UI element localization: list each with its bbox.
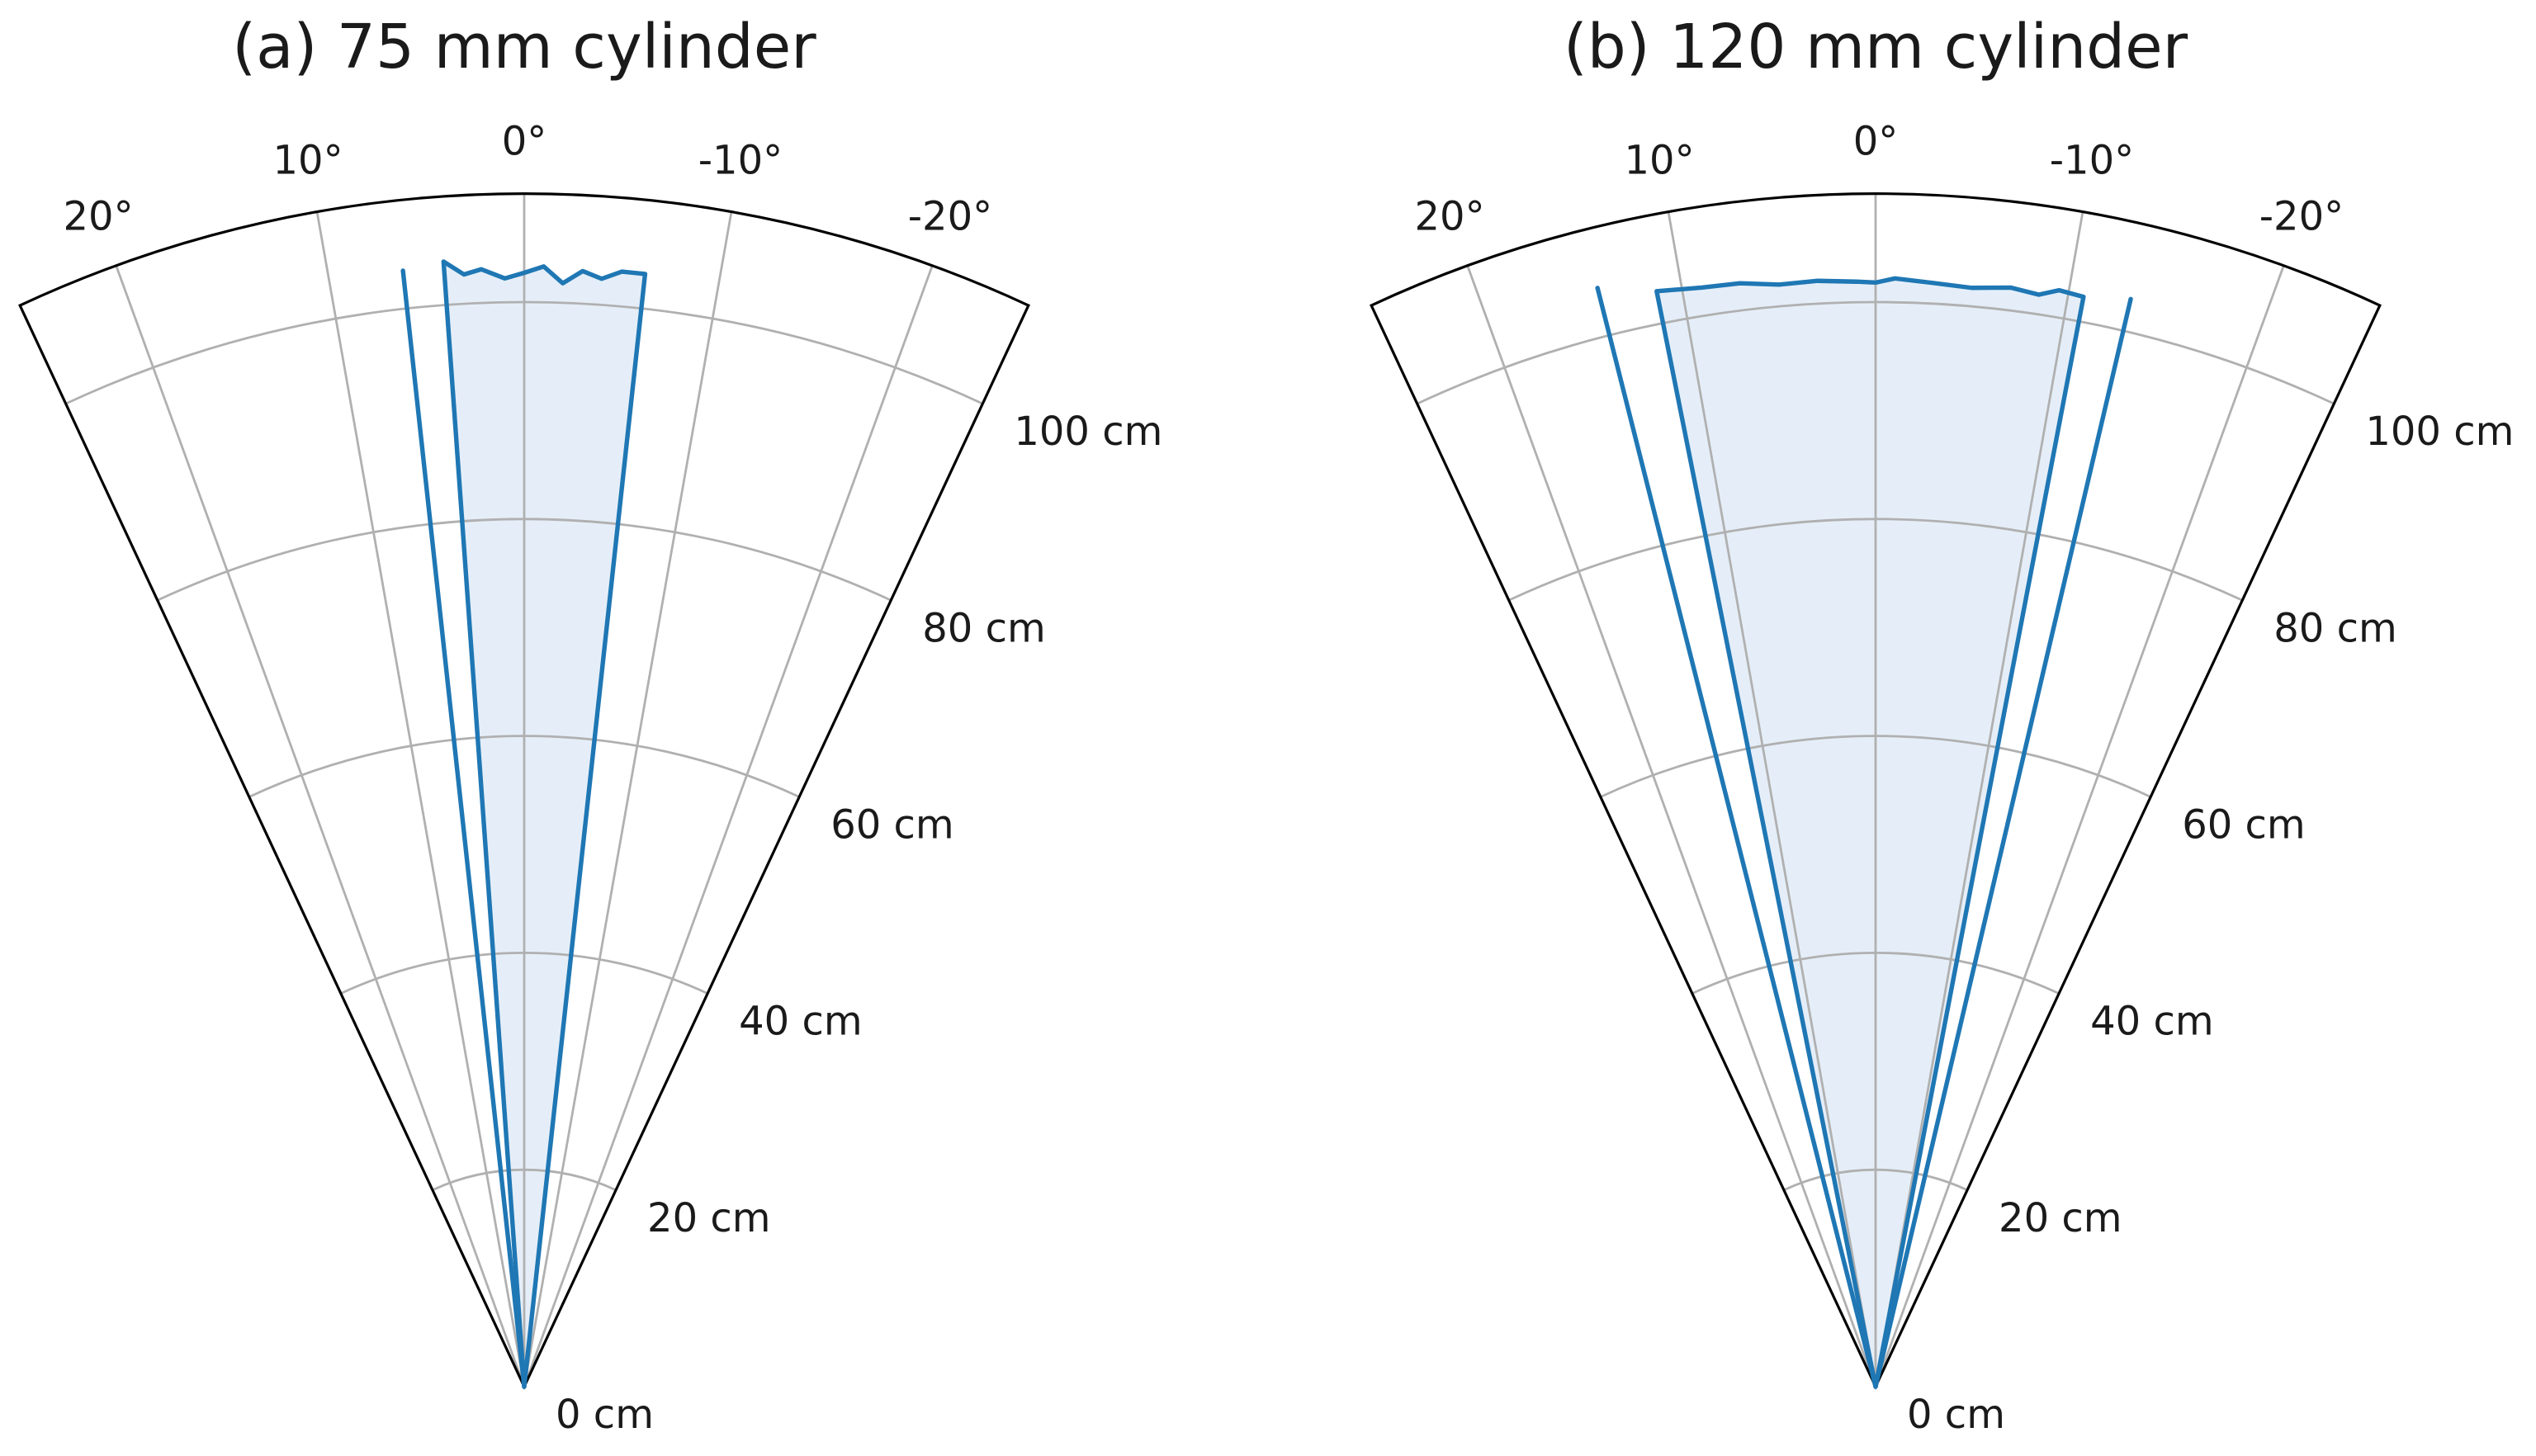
panel-a: (a) 75 mm cylinder 20° 10° 0° -10° -20° 0 cm 20… [18, 12, 1162, 1438]
beam-fill-a [443, 261, 646, 1387]
r-tick-label: 80 cm [922, 605, 1045, 651]
theta-tick-label: 0° [502, 119, 547, 165]
theta-tick-label: 0° [1853, 119, 1899, 165]
grid-spoke--10deg [1874, 211, 2084, 1387]
beam-outline-b [1654, 276, 2086, 1389]
ray-line-b-1 [1873, 296, 2133, 1389]
r-tick-label: 20 cm [647, 1195, 770, 1241]
r-tick-label: 60 cm [2182, 801, 2305, 848]
grid-spoke-10deg [315, 211, 526, 1387]
theta-tick-label: -10° [698, 137, 783, 183]
panel-b: (b) 120 mm cylinder 20° 10° 0° -10° -20° 0 cm 2… [1370, 12, 2514, 1438]
beam-fill-b [1656, 278, 2084, 1387]
r-tick-label: 100 cm [1014, 409, 1162, 455]
theta-tick-label: -20° [908, 194, 992, 240]
theta-tick-label: -20° [2259, 194, 2344, 240]
grid-spoke-10deg [1667, 211, 1877, 1387]
ray-line-b-0 [1595, 286, 1878, 1389]
theta-tick-label: 20° [1415, 194, 1485, 240]
grid-spoke-20deg [1466, 265, 1877, 1387]
grid-spoke--20deg [523, 265, 934, 1387]
theta-tick-label: 20° [64, 194, 134, 240]
r-tick-label: 80 cm [2273, 605, 2396, 651]
theta-tick-label: 10° [273, 137, 343, 183]
r-tick-label: 0 cm [556, 1392, 654, 1438]
sector-frame-a [18, 191, 1030, 1390]
beam-outline-a [441, 259, 648, 1389]
r-tick-label: 0 cm [1907, 1392, 2005, 1438]
r-tick-label: 40 cm [739, 999, 862, 1045]
chart-title-b: (b) 120 mm cylinder [1564, 12, 2188, 83]
grid-spoke-20deg [115, 265, 526, 1387]
grid-spoke--10deg [523, 211, 733, 1387]
r-tick-label: 40 cm [2090, 999, 2213, 1045]
ray-line-a-0 [400, 268, 527, 1389]
r-tick-label: 20 cm [1999, 1195, 2122, 1241]
theta-tick-label: -10° [2050, 137, 2134, 183]
r-tick-label: 60 cm [830, 801, 953, 848]
chart-title-a: (a) 75 mm cylinder [232, 12, 816, 83]
sector-frame-b [1370, 191, 2382, 1390]
theta-tick-label: 10° [1625, 137, 1695, 183]
r-tick-label: 100 cm [2365, 409, 2514, 455]
grid-spoke--20deg [1874, 265, 2285, 1387]
